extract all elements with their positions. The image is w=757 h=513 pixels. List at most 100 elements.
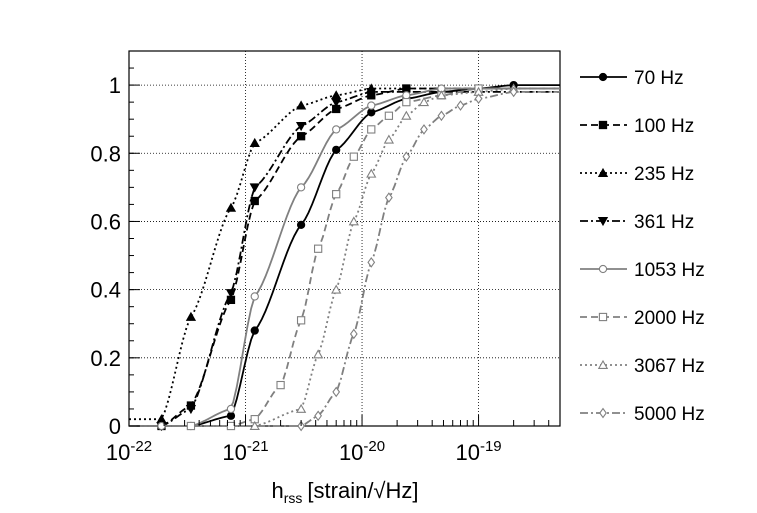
data-point <box>331 284 342 294</box>
data-point <box>295 122 307 132</box>
data-point <box>332 190 341 199</box>
data-point <box>276 380 285 390</box>
series-markers <box>156 80 519 432</box>
data-point <box>296 183 306 192</box>
x-tick-label-exponent: -21 <box>247 438 269 455</box>
legend-label: 5000 Hz <box>634 404 705 425</box>
series-curves <box>129 84 560 427</box>
data-point <box>383 134 395 144</box>
y-tick-label: 1 <box>109 73 121 98</box>
legend-label: 235 Hz <box>634 164 694 185</box>
plot-frame <box>128 50 561 427</box>
x-tick-label: 10-20 <box>339 438 385 465</box>
data-point <box>402 84 411 93</box>
data-point <box>296 132 306 141</box>
data-point <box>367 101 376 110</box>
data-point <box>597 167 609 177</box>
data-point <box>249 137 260 147</box>
data-point <box>436 90 447 100</box>
legend-label: 2000 Hz <box>634 308 705 329</box>
legend-label: 361 Hz <box>634 212 694 233</box>
x-tick-label-base: 10 <box>339 440 363 465</box>
data-point <box>437 110 446 122</box>
y-tick-label: 0.8 <box>90 141 121 166</box>
data-point <box>226 421 236 431</box>
legend: 70 Hz 100 Hz 235 Hz 361 Hz 1053 Hz 2000 Hz 306… <box>580 68 705 425</box>
data-point <box>186 421 196 431</box>
data-point <box>474 93 483 105</box>
x-axis-label-subscript: rss <box>284 490 303 506</box>
data-point <box>349 328 358 340</box>
y-tick-label: 0.2 <box>90 346 121 371</box>
data-point <box>225 289 237 299</box>
series-curve <box>129 87 560 427</box>
data-point <box>331 98 342 108</box>
data-point <box>456 100 465 111</box>
data-point <box>418 97 430 107</box>
data-point <box>599 407 607 419</box>
legend-label: 100 Hz <box>634 116 694 137</box>
data-point <box>402 151 411 163</box>
x-tick-label: 10-22 <box>106 438 152 465</box>
x-tick-label-base: 10 <box>222 440 246 465</box>
data-point <box>314 410 323 422</box>
data-point <box>598 312 608 322</box>
data-point <box>367 125 376 134</box>
data-point <box>250 326 259 335</box>
data-point <box>250 196 259 206</box>
x-tick-label: 10-19 <box>455 438 501 465</box>
data-point <box>249 183 260 193</box>
series-curve <box>129 91 560 427</box>
data-point <box>250 292 259 301</box>
data-point <box>249 420 260 430</box>
data-point <box>295 403 307 413</box>
data-point <box>598 120 608 130</box>
data-point <box>296 316 306 325</box>
data-point <box>598 72 608 82</box>
data-point <box>349 152 358 161</box>
data-point <box>384 111 394 120</box>
x-tick-label-base: 10 <box>106 440 130 465</box>
x-tick-label-base: 10 <box>455 440 479 465</box>
data-point <box>597 217 609 227</box>
series-curve <box>129 91 560 427</box>
x-tick-label-exponent: -20 <box>363 438 385 455</box>
data-point <box>313 244 323 253</box>
data-point <box>295 100 307 110</box>
x-tick-label-exponent: -19 <box>480 438 502 455</box>
x-tick-label-exponent: -22 <box>130 438 152 455</box>
data-point <box>420 124 428 135</box>
x-axis-label-main: h <box>271 478 283 503</box>
data-point <box>226 404 236 414</box>
data-point <box>185 405 197 415</box>
data-point <box>509 86 518 98</box>
data-point <box>401 110 412 120</box>
legend-label: 70 Hz <box>634 68 684 89</box>
x-axis-label-unit: [strain/√Hz] <box>307 478 418 503</box>
data-point <box>598 264 608 274</box>
data-point <box>332 145 341 155</box>
data-point <box>367 257 376 268</box>
x-tick-label: 10-21 <box>222 438 268 465</box>
data-point <box>332 125 341 134</box>
data-point <box>367 108 376 117</box>
legend-label: 3067 Hz <box>634 356 705 377</box>
data-point <box>402 97 411 107</box>
y-tick-label: 0.6 <box>90 209 121 234</box>
data-point <box>385 192 393 203</box>
data-point <box>402 91 411 100</box>
data-point <box>157 421 166 431</box>
y-tick-label: 0 <box>109 414 121 439</box>
data-point <box>332 386 341 398</box>
data-point <box>296 220 306 230</box>
y-tick-label: 0.4 <box>90 278 121 303</box>
legend-label: 1053 Hz <box>634 260 705 281</box>
data-point <box>185 311 197 321</box>
data-point <box>226 411 236 420</box>
data-point <box>366 87 377 98</box>
data-point <box>225 202 237 212</box>
data-point <box>312 349 324 359</box>
data-point <box>366 168 377 178</box>
